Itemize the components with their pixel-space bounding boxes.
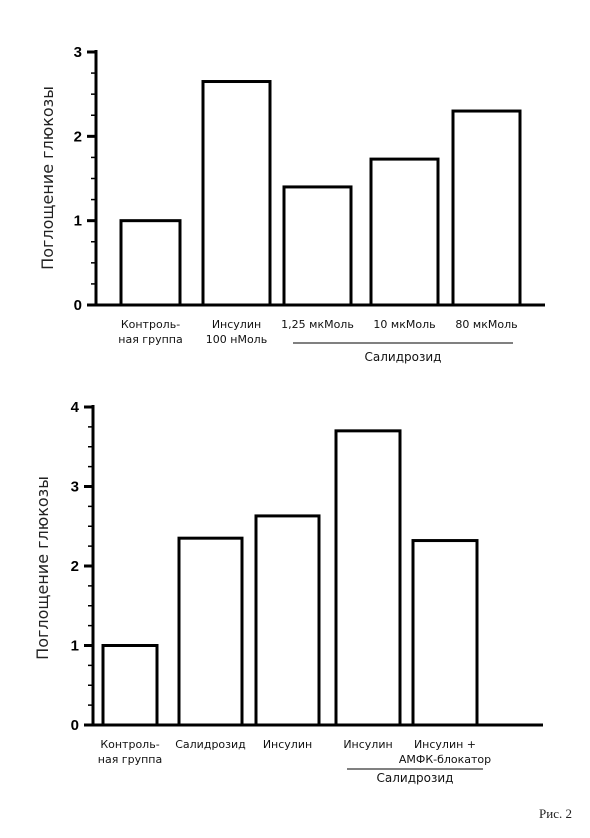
bar: [201, 80, 272, 307]
x-tick-label: Инсулин: [343, 738, 392, 751]
bar: [411, 539, 479, 727]
x-tick-label: Контроль-: [100, 738, 159, 751]
chart-2: 0 1 2 3 4 Поглощение глюкозы Контроль-ная груп…: [33, 399, 543, 785]
x-tick-label: Инсулин: [263, 738, 312, 751]
y-tick-label: 0: [71, 717, 79, 734]
x-tick-label: 80 мкМоль: [455, 318, 517, 331]
y-tick-label: 0: [74, 297, 82, 314]
y-tick-label: 3: [71, 479, 79, 496]
y-tick-label: 1: [74, 213, 82, 230]
x-tick-label: АМФК-блокатор: [399, 753, 491, 766]
y-tick-label: 2: [71, 558, 79, 575]
x-tick-label: 100 нМоль: [206, 333, 267, 346]
group-label: Салидрозид: [377, 771, 454, 785]
x-tick-label: Инсулин +: [414, 738, 476, 751]
figure-caption: Рис. 2: [539, 806, 572, 821]
x-tick-label: 1,25 мкМоль: [281, 318, 354, 331]
chart-1: 0 1 2 3 Поглощение глюкозы Контроль-ная групп…: [38, 44, 545, 364]
x-tick-label: 10 мкМоль: [373, 318, 435, 331]
bar: [451, 109, 522, 307]
x-tick-label: ная группа: [98, 753, 162, 766]
y-tick-label: 3: [74, 44, 82, 61]
bar: [177, 536, 244, 727]
y-axis-title: Поглощение глюкозы: [38, 86, 57, 270]
bar: [334, 429, 402, 727]
bar: [282, 185, 353, 307]
x-tick-label: Салидрозид: [175, 738, 246, 751]
x-tick-label: ная группа: [118, 333, 182, 346]
y-tick-label: 4: [71, 399, 80, 416]
x-tick-label: Контроль-: [121, 318, 180, 331]
y-tick-label: 2: [74, 128, 82, 145]
bar: [119, 219, 182, 307]
y-axis-title: Поглощение глюкозы: [33, 476, 52, 660]
y-tick-label: 1: [71, 638, 79, 655]
group-label: Салидрозид: [365, 350, 442, 364]
x-tick-label: Инсулин: [212, 318, 261, 331]
bar: [101, 644, 159, 727]
bar: [369, 157, 440, 307]
bar: [254, 514, 321, 727]
